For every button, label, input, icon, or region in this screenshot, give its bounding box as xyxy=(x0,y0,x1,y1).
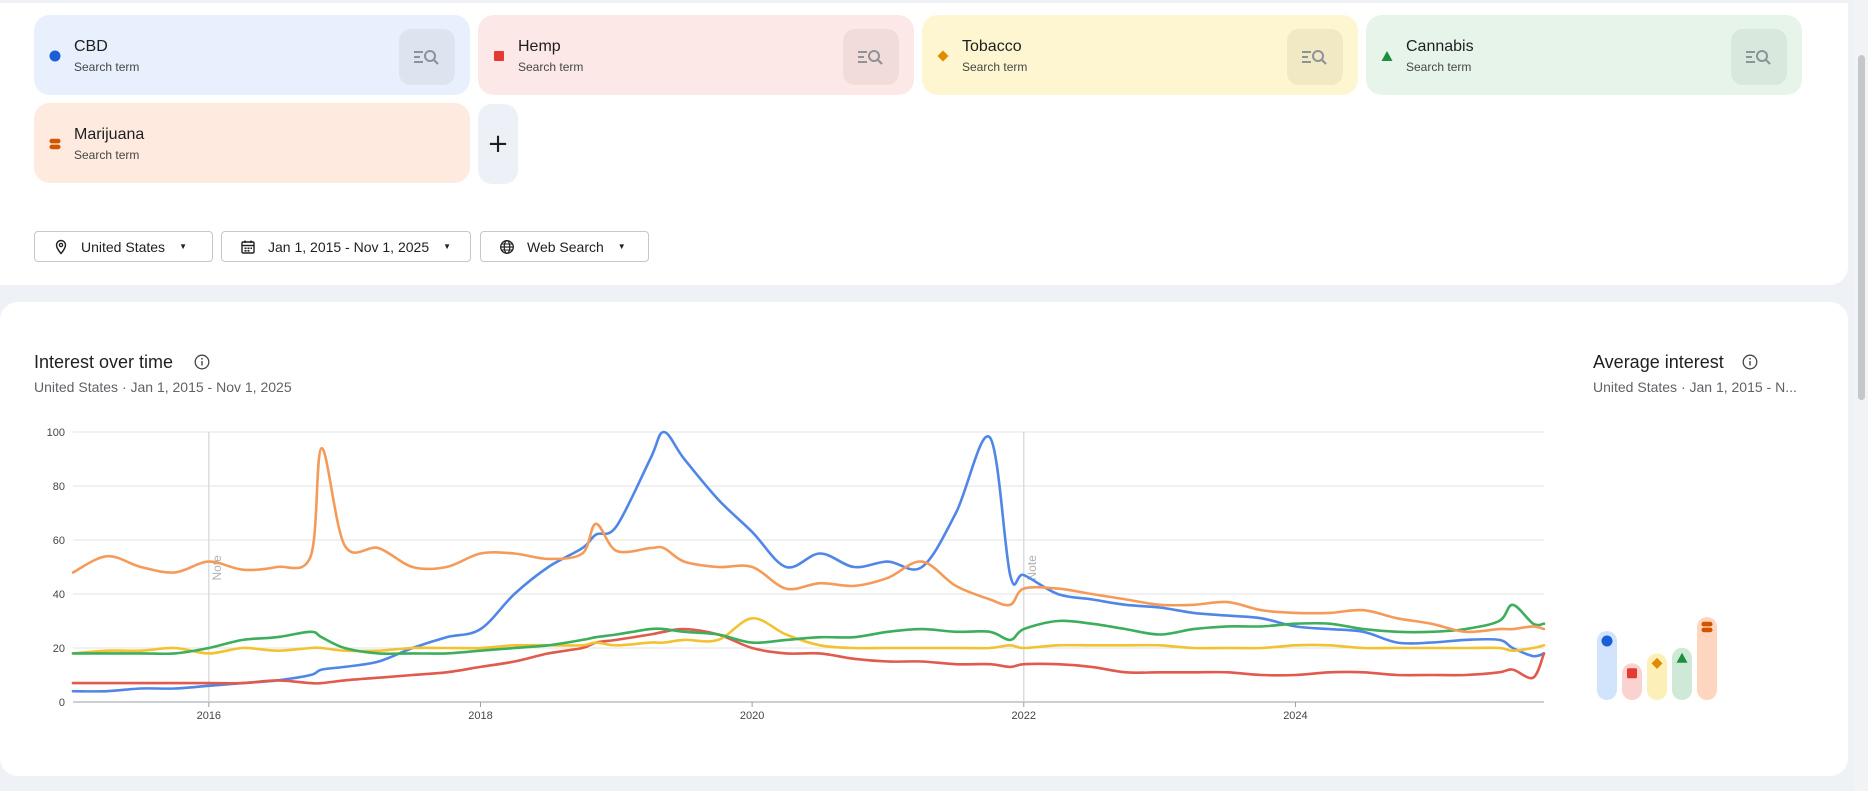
dropdown-caret-icon: ▼ xyxy=(443,242,452,251)
term-name[interactable]: Hemp xyxy=(518,38,561,55)
search-insights-icon xyxy=(858,50,883,65)
series-line-cannabis xyxy=(71,603,1546,656)
search-options-button[interactable] xyxy=(399,29,455,85)
term-name[interactable]: Marijuana xyxy=(74,126,145,143)
x-tick-label: 2018 xyxy=(468,710,492,722)
globe-icon xyxy=(499,239,515,255)
info-icon[interactable] xyxy=(194,354,210,370)
average-interest-title: Average interest xyxy=(1593,352,1724,372)
hourglass-marker-icon xyxy=(49,137,61,155)
add-term-button[interactable]: + xyxy=(478,104,518,184)
term-type: Search term xyxy=(74,60,140,74)
search-options-button[interactable] xyxy=(843,29,899,85)
calendar-icon xyxy=(240,239,256,255)
hourglass-marker-icon xyxy=(1701,621,1713,633)
search-insights-icon xyxy=(414,50,439,65)
y-tick-label: 20 xyxy=(53,643,65,655)
y-tick-label: 40 xyxy=(53,589,65,601)
term-name[interactable]: Cannabis xyxy=(1406,38,1474,55)
x-tick-label: 2022 xyxy=(1012,710,1036,722)
term-card-tobacco[interactable]: Tobacco Search term xyxy=(922,15,1358,95)
term-card-marijuana[interactable]: Marijuana Search term xyxy=(34,103,470,183)
y-tick-label: 60 xyxy=(53,535,65,547)
series-line-hemp xyxy=(71,627,1546,685)
note-label: Note xyxy=(210,555,224,581)
dropdown-caret-icon: ▼ xyxy=(179,242,187,251)
circle-marker-icon xyxy=(49,49,61,67)
average-bar-cbd xyxy=(1597,631,1617,700)
series-line-marijuana xyxy=(71,446,1546,634)
average-interest-chart[interactable] xyxy=(1590,560,1730,710)
note-label: Note xyxy=(1025,555,1039,581)
x-tick-label: 2016 xyxy=(197,710,221,722)
y-tick-label: 80 xyxy=(53,481,65,493)
diamond-marker-icon xyxy=(937,49,949,67)
term-type: Search term xyxy=(74,148,140,162)
search-options-button[interactable] xyxy=(1287,29,1343,85)
term-card-cannabis[interactable]: Cannabis Search term xyxy=(1366,15,1802,95)
date-range-filter-label: Jan 1, 2015 - Nov 1, 2025 xyxy=(268,238,430,255)
average-bar-tobacco xyxy=(1647,653,1667,700)
interest-over-time-title: Interest over time xyxy=(34,352,174,372)
y-tick-label: 100 xyxy=(47,427,65,439)
triangle-marker-icon xyxy=(1381,49,1393,67)
x-tick-label: 2024 xyxy=(1283,710,1307,722)
average-interest-subtitle: United States · Jan 1, 2015 - N... xyxy=(1593,379,1797,395)
location-filter[interactable]: United States ▼ xyxy=(34,231,213,262)
term-type: Search term xyxy=(1406,60,1472,74)
square-marker-icon xyxy=(493,49,505,67)
search-insights-icon xyxy=(1302,50,1327,65)
location-filter-label: United States xyxy=(81,238,166,255)
term-card-hemp[interactable]: Hemp Search term xyxy=(478,15,914,95)
series-line-cbd xyxy=(71,430,1546,693)
search-type-filter[interactable]: Web Search ▼ xyxy=(480,231,649,262)
term-name[interactable]: CBD xyxy=(74,38,108,55)
search-options-button[interactable] xyxy=(1731,29,1787,85)
diamond-marker-icon xyxy=(1651,657,1663,669)
scrollbar[interactable] xyxy=(1854,0,1868,791)
interest-over-time-chart[interactable]: 0 20 40 60 80 100 2016 2018 2020 2022 2024 Note Note xyxy=(30,418,1560,728)
info-icon[interactable] xyxy=(1742,354,1758,370)
interest-over-time-subtitle: United States · Jan 1, 2015 - Nov 1, 202… xyxy=(34,379,292,395)
average-bar-cannabis xyxy=(1672,647,1692,700)
series-line-tobacco xyxy=(71,616,1546,655)
y-tick-label: 0 xyxy=(59,697,65,709)
search-insights-icon xyxy=(1746,50,1771,65)
results-panel xyxy=(0,302,1848,776)
term-name[interactable]: Tobacco xyxy=(962,38,1022,55)
term-card-cbd[interactable]: CBD Search term xyxy=(34,15,470,95)
average-bar-marijuana xyxy=(1697,617,1717,700)
term-type: Search term xyxy=(962,60,1028,74)
x-tick-label: 2020 xyxy=(740,710,764,722)
triangle-marker-icon xyxy=(1676,652,1688,663)
search-type-filter-label: Web Search xyxy=(527,238,604,255)
scrollbar-thumb[interactable] xyxy=(1858,55,1865,400)
date-range-filter[interactable]: Jan 1, 2015 - Nov 1, 2025 ▼ xyxy=(221,231,471,262)
circle-marker-icon xyxy=(1601,635,1613,647)
location-pin-icon xyxy=(53,239,69,255)
dropdown-caret-icon: ▼ xyxy=(617,242,626,251)
term-type: Search term xyxy=(518,60,584,74)
square-marker-icon xyxy=(1627,668,1637,679)
